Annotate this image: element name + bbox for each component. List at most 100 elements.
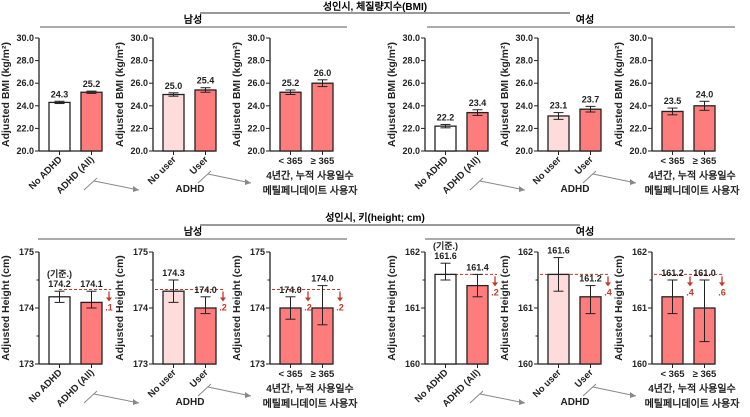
reference-note: (기준.) (433, 240, 458, 251)
slash-mark (469, 177, 484, 191)
connector-arrow (592, 173, 637, 184)
data-label: 24.3 (51, 89, 69, 99)
panel-bmi-male-3: Adjusted BMI (kg/m²) 20.0 22.0 24.0 26.0 28.0… (231, 33, 358, 197)
data-label: 161.4 (466, 262, 489, 272)
y-tick-label: 162 (518, 247, 533, 257)
data-label: 22.2 (437, 112, 455, 122)
y-tick-label: 30.0 (515, 33, 533, 43)
y-tick-label: 173 (133, 359, 148, 369)
data-label: 174.1 (80, 279, 103, 289)
bar (80, 91, 103, 152)
arrow-head-icon (630, 179, 636, 185)
y-axis-label: Adjusted BMI (kg/m²) (114, 42, 126, 147)
y-tick-label: 161 (518, 303, 533, 313)
category-label: User (188, 154, 211, 177)
data-label: 25.0 (165, 81, 183, 91)
y-tick-label: 22.0 (247, 123, 265, 133)
bar (434, 125, 457, 152)
y-tick-label: 161 (632, 303, 647, 313)
connector-arrow (93, 180, 140, 191)
y-tick-label: 24.0 (130, 101, 148, 111)
y-tick-label: 28.0 (515, 56, 533, 66)
data-label: 161.2 (661, 268, 684, 278)
slash-mark (582, 170, 597, 184)
down-arrow-head-icon (492, 282, 498, 287)
y-tick-label: 26.0 (402, 78, 420, 88)
y-tick-label: 28.0 (16, 56, 34, 66)
height-female-header: 여성 (576, 225, 594, 238)
y-tick-label: 174 (133, 303, 148, 313)
bmi-female-header: 여성 (576, 13, 594, 26)
bar (48, 101, 71, 152)
y-tick-label: 160 (405, 359, 420, 369)
height-title: 성인시, 키(height; cm) (325, 211, 425, 224)
bar (48, 296, 71, 365)
data-label: 161.6 (434, 251, 457, 261)
y-tick-label: 20.0 (402, 146, 420, 156)
category-label: User (573, 154, 596, 177)
data-label: 161.2 (579, 274, 602, 284)
y-axis-label: Adjusted Height (cm) (114, 255, 126, 361)
y-tick-label: 28.0 (247, 56, 265, 66)
y-tick-label: 26.0 (247, 78, 265, 88)
y-tick-label: 20.0 (629, 146, 647, 156)
group-caption-line1: 4년간, 누적 사용일수 (648, 382, 736, 395)
y-tick-label: 22.0 (402, 123, 420, 133)
data-label: 174.0 (311, 274, 334, 284)
data-label: 25.4 (197, 76, 215, 86)
slash-mark (469, 390, 484, 404)
y-tick-label: 22.0 (16, 123, 34, 133)
panel-bmi-female-3: Adjusted BMI (kg/m²) 20.0 22.0 24.0 26.0 28.0… (613, 33, 740, 197)
y-tick-label: 26.0 (130, 78, 148, 88)
category-label: < 365 (660, 156, 685, 167)
group-caption-line2: 메틸페니데이트 사용자 (645, 184, 741, 197)
arrow-head-icon (245, 392, 251, 398)
data-label: 24.0 (696, 89, 714, 99)
difference-label: .2 (491, 287, 499, 297)
category-label: < 365 (278, 156, 303, 167)
bar (194, 307, 217, 365)
group-caption-line2: 메틸페니데이트 사용자 (645, 397, 741, 410)
data-label: 23.5 (664, 96, 682, 106)
group-caption: ADHD (561, 397, 590, 408)
bar (547, 115, 570, 152)
bmi-title: 성인시, 체질량지수(BMI) (323, 0, 427, 13)
y-tick-label: 28.0 (629, 56, 647, 66)
bar (466, 284, 489, 365)
y-tick-label: 162 (632, 247, 647, 257)
data-label: 161.6 (547, 246, 570, 256)
bar (311, 82, 334, 152)
y-axis-label: Adjusted BMI (kg/m²) (386, 42, 398, 147)
data-label: 161.0 (693, 268, 716, 278)
y-tick-label: 30.0 (629, 33, 647, 43)
y-tick-label: 26.0 (16, 78, 34, 88)
data-label: 23.1 (550, 101, 568, 111)
y-tick-label: 20.0 (16, 146, 34, 156)
slash-mark (197, 170, 212, 184)
group-caption: ADHD (176, 397, 205, 408)
y-tick-label: 26.0 (515, 78, 533, 88)
slash-mark (197, 383, 212, 397)
y-tick-label: 161 (405, 303, 420, 313)
data-label: 174.0 (279, 285, 302, 295)
connector-arrow (592, 386, 637, 397)
panel-height-female-3: Adjusted Height (cm) 160 161 162 161.2 < 365.… (613, 247, 740, 410)
y-axis-label: Adjusted Height (cm) (613, 255, 625, 361)
bmi-male-header: 남성 (184, 13, 202, 26)
bar (279, 91, 302, 152)
group-caption-line2: 메틸페니데이트 사용자 (263, 184, 359, 197)
data-label: 26.0 (314, 68, 332, 78)
y-axis-label: Adjusted Height (cm) (499, 255, 511, 361)
slash-mark (582, 383, 597, 397)
connector-arrow (207, 173, 252, 184)
y-tick-label: 174 (19, 303, 34, 313)
y-tick-label: 22.0 (629, 123, 647, 133)
arrow-head-icon (519, 399, 525, 405)
category-label: User (188, 367, 211, 390)
category-label: < 365 (660, 369, 685, 380)
difference-label: .4 (604, 287, 612, 297)
category-label: ≥ 365 (693, 156, 717, 167)
y-tick-label: 175 (250, 247, 265, 257)
category-label: No user (531, 367, 564, 400)
